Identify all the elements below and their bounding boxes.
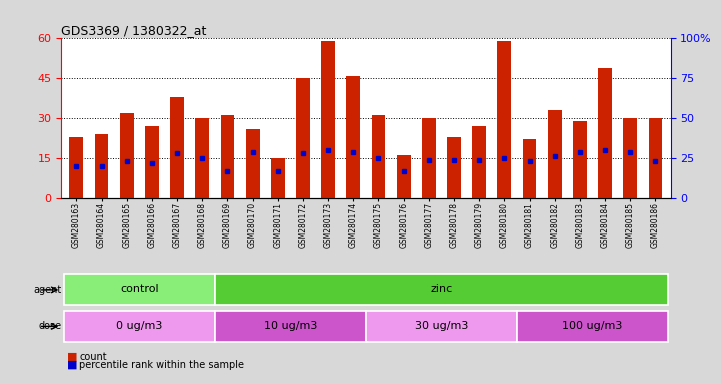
Text: zinc: zinc <box>430 284 453 294</box>
Bar <box>573 121 587 198</box>
Bar <box>397 155 410 198</box>
Bar <box>517 311 668 342</box>
Bar <box>221 116 234 198</box>
Bar <box>472 126 486 198</box>
Bar <box>371 116 386 198</box>
Text: 100 ug/m3: 100 ug/m3 <box>562 321 623 331</box>
Text: control: control <box>120 284 159 294</box>
Bar <box>447 137 461 198</box>
Bar <box>271 158 285 198</box>
Bar <box>246 129 260 198</box>
Text: GDS3369 / 1380322_at: GDS3369 / 1380322_at <box>61 24 207 37</box>
Text: ■: ■ <box>67 360 77 370</box>
Bar <box>648 118 663 198</box>
Bar <box>548 110 562 198</box>
Bar <box>497 41 511 198</box>
Bar <box>322 41 335 198</box>
Bar <box>598 68 612 198</box>
Bar <box>422 118 435 198</box>
Bar <box>366 311 517 342</box>
Text: agent: agent <box>34 285 62 295</box>
Text: 10 ug/m3: 10 ug/m3 <box>264 321 317 331</box>
Text: ■: ■ <box>67 352 77 362</box>
Bar <box>624 118 637 198</box>
Bar <box>346 76 360 198</box>
Bar <box>296 78 310 198</box>
Bar <box>94 134 108 198</box>
Bar <box>215 274 668 306</box>
Text: percentile rank within the sample: percentile rank within the sample <box>79 360 244 370</box>
Text: dose: dose <box>39 321 62 331</box>
Bar <box>120 113 133 198</box>
Text: count: count <box>79 352 107 362</box>
Bar <box>170 97 184 198</box>
Bar <box>523 139 536 198</box>
Bar <box>215 311 366 342</box>
Text: 30 ug/m3: 30 ug/m3 <box>415 321 468 331</box>
Bar <box>63 311 215 342</box>
Bar <box>63 274 215 306</box>
Bar <box>69 137 84 198</box>
Bar <box>195 118 209 198</box>
Bar <box>145 126 159 198</box>
Text: 0 ug/m3: 0 ug/m3 <box>116 321 162 331</box>
